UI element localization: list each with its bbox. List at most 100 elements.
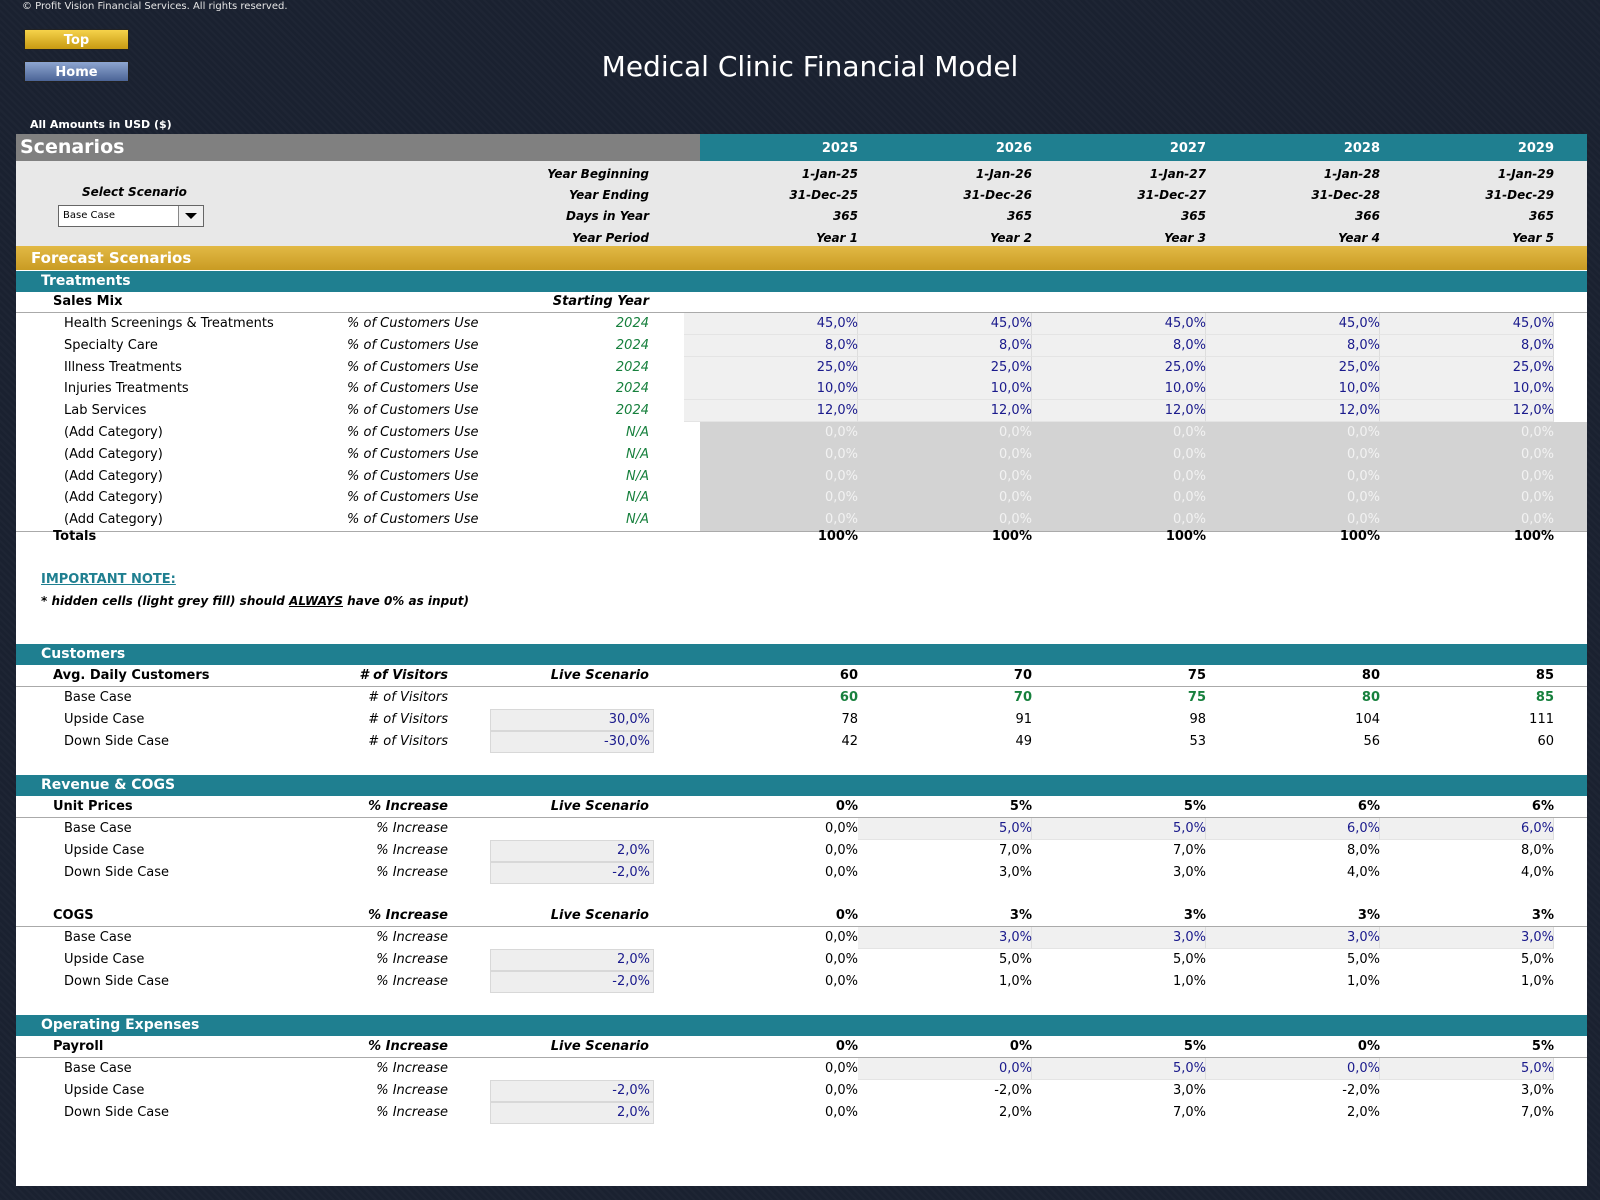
- year-header-2028: 2028: [1343, 141, 1380, 156]
- scenario-value: 4,0%: [1520, 864, 1554, 880]
- scenario-input-cell[interactable]: [490, 861, 654, 884]
- scenario-name: Upside Case: [64, 1082, 145, 1098]
- scenario-info-value: Year 4: [1338, 231, 1380, 245]
- scenario-info-value: 365: [1006, 209, 1032, 223]
- group-name: COGS: [53, 908, 94, 923]
- scenario-info-value: Year 2: [990, 231, 1032, 245]
- treatment-value: 0,0%: [998, 446, 1032, 462]
- input-cell[interactable]: [1380, 378, 1554, 401]
- scenario-input-cell[interactable]: [490, 1079, 654, 1102]
- scenario-input-cell[interactable]: [490, 1101, 654, 1124]
- input-cell[interactable]: [1380, 313, 1554, 335]
- scenario-input-cell[interactable]: [490, 839, 654, 862]
- scenario-value: 5,0%: [1172, 951, 1206, 967]
- scenario-input-cell[interactable]: [490, 708, 654, 731]
- input-cell[interactable]: [1206, 400, 1380, 423]
- scenario-input-value: [486, 818, 650, 840]
- scenario-value: 0,0%: [824, 842, 858, 858]
- scenario-input-cell[interactable]: [490, 730, 654, 753]
- scenario-info-value: 1-Jan-25: [801, 167, 858, 181]
- input-cell[interactable]: [1380, 334, 1554, 357]
- live-scenario-label: Live Scenario: [550, 908, 649, 923]
- treatment-value: 0,0%: [1346, 446, 1380, 462]
- input-cell[interactable]: [858, 818, 1032, 840]
- input-cell[interactable]: [858, 378, 1032, 401]
- input-cell[interactable]: [1032, 400, 1206, 423]
- input-cell[interactable]: [858, 356, 1032, 379]
- scenario-row: Base Case % Increase 0,0% 0,0% 5,0% 0,0% 5,0%: [16, 1058, 1587, 1080]
- live-value-2026: 5%: [1009, 799, 1032, 814]
- input-cell[interactable]: [684, 356, 858, 379]
- input-cell[interactable]: [1380, 356, 1554, 379]
- scenario-info-value: 1-Jan-28: [1323, 167, 1380, 181]
- totals-value-2028: 100%: [1339, 529, 1380, 544]
- input-cell[interactable]: [1032, 356, 1206, 379]
- input-cell[interactable]: [858, 1058, 1032, 1080]
- input-cell[interactable]: [1380, 1058, 1554, 1080]
- input-cell[interactable]: [1206, 1058, 1380, 1080]
- scenario-input-value: -2,0%: [612, 1082, 650, 1098]
- chevron-down-icon[interactable]: [178, 206, 203, 226]
- top-button[interactable]: Top: [24, 29, 129, 50]
- scenario-value: 0,0%: [824, 1082, 858, 1098]
- scenario-row: Down Side Case % Increase -2,0% 0,0% 3,0% 3,0…: [16, 861, 1587, 884]
- treatment-value: 12,0%: [1512, 403, 1554, 419]
- treatment-row: Illness Treatments % of Customers Use 2024…: [16, 356, 1587, 379]
- scenario-info-value: 31-Dec-28: [1311, 188, 1380, 202]
- input-cell[interactable]: [684, 334, 858, 357]
- treatment-start-year: N/A: [626, 446, 649, 462]
- group-header-row: Payroll % Increase Live Scenario 0% 0% 5% 0% 5%: [16, 1036, 1587, 1058]
- scenario-input-value: [486, 1058, 650, 1080]
- scenarios-header: Scenarios 2025 2026 2027 2028 2029: [16, 134, 1587, 161]
- scenario-value: 85: [1535, 690, 1554, 705]
- scenario-input-cell[interactable]: [490, 970, 654, 993]
- scenario-input-cell[interactable]: [490, 948, 654, 971]
- input-cell[interactable]: [1032, 927, 1206, 949]
- scenario-value: 70: [1013, 690, 1032, 705]
- input-cell[interactable]: [1206, 313, 1380, 335]
- scenario-input-value: 2,0%: [616, 951, 650, 967]
- input-cell[interactable]: [684, 378, 858, 401]
- input-cell[interactable]: [858, 334, 1032, 357]
- treatment-start-year: 2024: [615, 403, 649, 419]
- input-cell[interactable]: [1206, 334, 1380, 357]
- scenario-value: 0,0%: [824, 864, 858, 880]
- scenario-value: 0,0%: [824, 1061, 858, 1076]
- scenario-unit: % Increase: [376, 930, 448, 945]
- scenario-input-value: -2,0%: [612, 973, 650, 989]
- input-cell[interactable]: [1032, 1058, 1206, 1080]
- treatment-row: (Add Category) % of Customers Use N/A 0,0% 0…: [16, 487, 1587, 509]
- group-unit: # of Visitors: [359, 668, 448, 683]
- input-cell[interactable]: [1380, 400, 1554, 423]
- treatment-unit: % of Customers Use: [347, 381, 479, 397]
- live-value-2029: 3%: [1531, 908, 1554, 923]
- treatment-value: 12,0%: [990, 403, 1032, 419]
- scenario-value: 6,0%: [1520, 821, 1554, 836]
- input-cell[interactable]: [684, 313, 858, 335]
- scenario-name: Down Side Case: [64, 864, 170, 880]
- input-cell[interactable]: [858, 313, 1032, 335]
- section-bar-treatments: Treatments: [16, 271, 1587, 292]
- input-cell[interactable]: [1380, 818, 1554, 840]
- scenario-dropdown[interactable]: Base Case: [58, 205, 204, 227]
- treatment-value: 45,0%: [816, 316, 858, 331]
- home-button[interactable]: Home: [24, 61, 129, 82]
- scenario-value: 2,0%: [998, 1104, 1032, 1120]
- treatment-value: 0,0%: [824, 490, 858, 506]
- scenario-value: 5,0%: [998, 821, 1032, 836]
- input-cell[interactable]: [858, 400, 1032, 423]
- input-cell[interactable]: [1206, 356, 1380, 379]
- input-cell[interactable]: [1032, 313, 1206, 335]
- year-header-2025: 2025: [821, 141, 858, 156]
- input-cell[interactable]: [1032, 378, 1206, 401]
- input-cell[interactable]: [1206, 818, 1380, 840]
- input-cell[interactable]: [1206, 927, 1380, 949]
- input-cell[interactable]: [1206, 378, 1380, 401]
- input-cell[interactable]: [858, 927, 1032, 949]
- input-cell[interactable]: [1032, 334, 1206, 357]
- scenario-value: 5,0%: [998, 951, 1032, 967]
- input-cell[interactable]: [1032, 818, 1206, 840]
- treatment-value: 8,0%: [824, 337, 858, 353]
- input-cell[interactable]: [684, 400, 858, 423]
- input-cell[interactable]: [1380, 927, 1554, 949]
